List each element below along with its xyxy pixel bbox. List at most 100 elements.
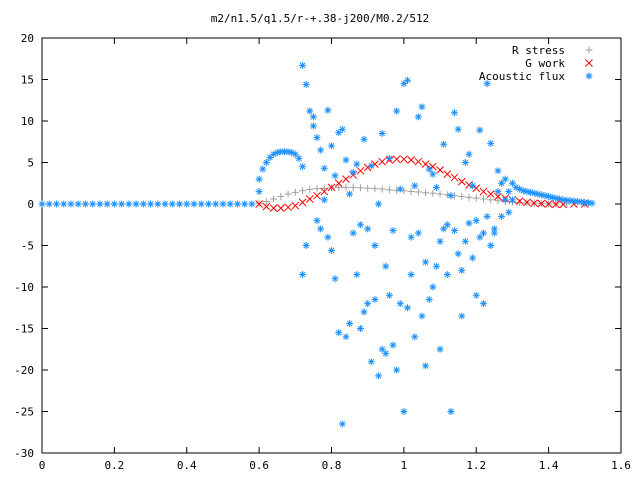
data-point bbox=[360, 135, 368, 143]
data-point bbox=[378, 345, 386, 353]
axis-tick-labels: 0 0.2 0.4 0.6 0.8 1 1.2 1.4 1.6 20 15 10 5 0 -5 -10 -15 -… bbox=[14, 32, 631, 472]
data-point bbox=[476, 126, 484, 134]
data-point bbox=[338, 125, 346, 133]
data-point bbox=[443, 170, 452, 178]
data-point bbox=[270, 195, 278, 203]
data-point bbox=[334, 179, 343, 188]
y-tick-label: 15 bbox=[21, 74, 34, 87]
data-point bbox=[346, 320, 354, 328]
data-point bbox=[451, 227, 459, 235]
data-point bbox=[389, 227, 397, 235]
data-point bbox=[346, 190, 354, 198]
data-point bbox=[382, 349, 390, 357]
data-point bbox=[364, 300, 372, 308]
series-acoustic-flux bbox=[38, 61, 596, 428]
data-point bbox=[414, 113, 422, 121]
data-point bbox=[176, 200, 184, 208]
x-tick-label: 1 bbox=[401, 459, 408, 472]
data-point bbox=[241, 200, 249, 208]
data-point bbox=[262, 198, 270, 206]
x-tick-label: 1.4 bbox=[539, 459, 559, 472]
data-point bbox=[454, 250, 462, 258]
data-point bbox=[255, 199, 263, 207]
data-point bbox=[342, 333, 350, 341]
data-point bbox=[262, 159, 270, 166]
data-point bbox=[306, 185, 314, 193]
data-point bbox=[255, 188, 263, 196]
data-point bbox=[494, 167, 502, 175]
data-point bbox=[353, 271, 361, 279]
data-point bbox=[498, 212, 506, 220]
y-tick-label: -5 bbox=[21, 240, 34, 253]
y-tick-label: -20 bbox=[14, 364, 34, 377]
data-point bbox=[353, 160, 361, 168]
data-point bbox=[299, 271, 307, 279]
data-point bbox=[458, 312, 466, 320]
axis-ticks bbox=[41, 37, 622, 454]
data-point bbox=[277, 193, 285, 201]
data-point bbox=[45, 200, 53, 208]
data-point bbox=[414, 229, 422, 237]
data-point bbox=[190, 200, 198, 208]
data-point bbox=[537, 199, 546, 208]
data-point bbox=[407, 156, 415, 164]
data-point bbox=[465, 193, 473, 201]
data-point bbox=[375, 200, 383, 208]
data-point bbox=[501, 196, 509, 204]
data-point bbox=[349, 229, 357, 237]
data-point bbox=[414, 188, 422, 196]
data-point bbox=[544, 200, 553, 208]
data-point bbox=[328, 246, 335, 254]
data-point bbox=[458, 193, 466, 201]
data-point bbox=[432, 262, 440, 270]
data-point bbox=[313, 191, 321, 200]
data-point bbox=[429, 189, 437, 197]
data-point bbox=[378, 157, 387, 166]
data-point bbox=[320, 196, 328, 204]
data-point bbox=[60, 200, 68, 208]
data-point bbox=[425, 295, 433, 303]
data-point bbox=[313, 134, 321, 142]
data-point bbox=[338, 420, 346, 428]
data-point bbox=[74, 200, 82, 208]
data-point bbox=[487, 139, 495, 147]
data-point bbox=[302, 242, 310, 249]
data-point bbox=[309, 113, 317, 121]
data-point bbox=[422, 258, 430, 266]
data-point bbox=[472, 291, 480, 299]
data-point bbox=[552, 200, 560, 209]
x-tick-label: 1.6 bbox=[611, 459, 631, 472]
data-point bbox=[396, 185, 404, 193]
legend-marker bbox=[585, 72, 593, 80]
data-point bbox=[342, 183, 350, 191]
data-point bbox=[443, 271, 451, 279]
data-point bbox=[389, 341, 397, 349]
data-point bbox=[335, 183, 343, 191]
data-point bbox=[375, 372, 383, 380]
data-point bbox=[490, 225, 498, 233]
x-tick-label: 0.8 bbox=[322, 459, 342, 472]
data-point bbox=[501, 175, 509, 183]
data-point bbox=[378, 129, 386, 137]
data-point bbox=[342, 175, 350, 183]
data-point bbox=[371, 185, 379, 193]
data-point bbox=[407, 271, 415, 279]
data-point bbox=[396, 300, 404, 308]
data-point bbox=[335, 329, 343, 337]
data-point bbox=[233, 200, 241, 208]
data-point bbox=[371, 295, 379, 303]
data-point bbox=[516, 198, 524, 206]
x-tick-label: 1.2 bbox=[466, 459, 486, 472]
data-point bbox=[327, 183, 336, 192]
x-tick-label: 0 bbox=[39, 459, 46, 472]
data-point bbox=[432, 183, 440, 191]
data-point bbox=[356, 184, 364, 192]
data-point bbox=[331, 172, 339, 180]
data-point bbox=[393, 366, 401, 374]
data-point bbox=[248, 200, 256, 208]
data-point bbox=[486, 190, 495, 198]
data-point bbox=[393, 107, 401, 115]
data-point bbox=[125, 200, 133, 208]
y-tick-label: 20 bbox=[21, 32, 34, 45]
